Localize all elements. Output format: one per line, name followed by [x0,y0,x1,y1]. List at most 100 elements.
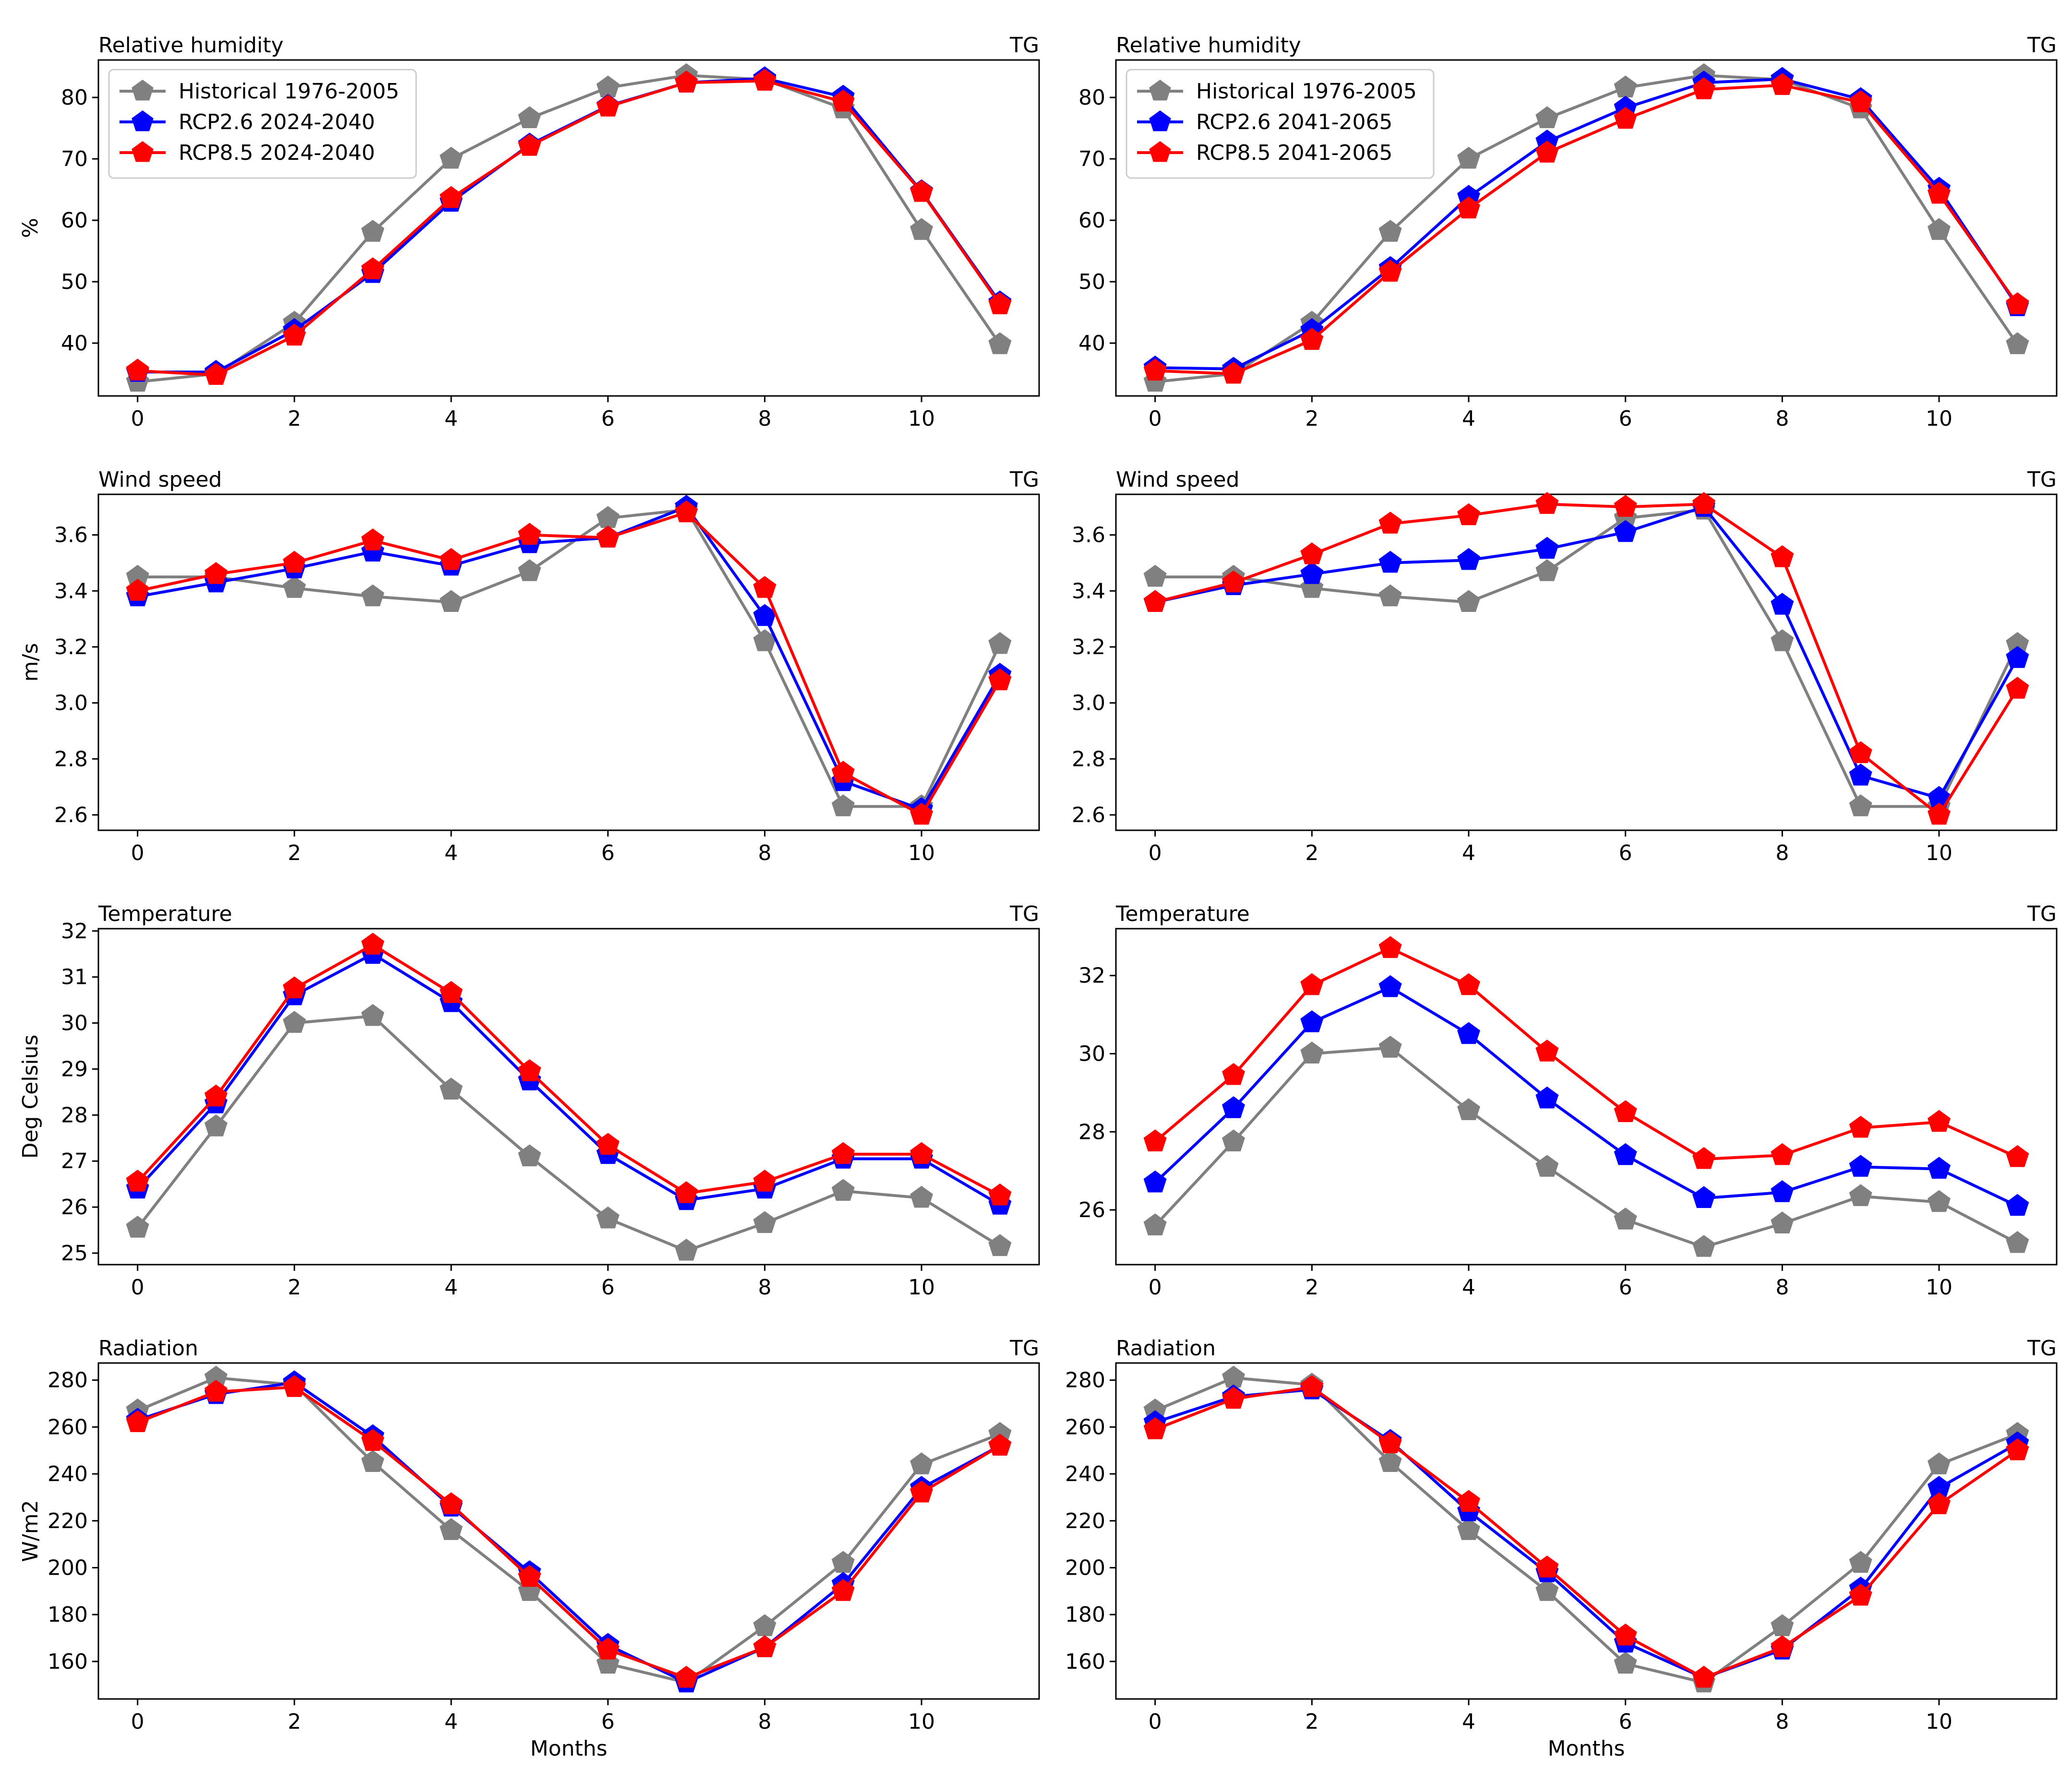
data-point [440,1077,463,1100]
series-line [137,1376,1001,1684]
series-rcp2-6-2041-2065 [1143,495,2029,808]
subplot-6: 0 2 4 6 8 10 26 28 30 32 Temperature TG [1078,902,2058,1300]
y-tick-label: 80 [61,85,88,110]
data-point [1535,106,1559,128]
data-point [675,1238,698,1261]
x-tick-label: 2 [287,841,301,865]
x-tick-label: 8 [1775,841,1789,865]
legend-label: RCP2.6 2024-2040 [179,110,375,134]
legend-marker [132,80,154,101]
data-point [1614,495,1637,517]
legend: Historical 1976-2005 RCP2.6 2041-2065 RCP8… [1126,69,1435,179]
data-point [2006,1231,2029,1253]
y-tick-label: 260 [48,1415,88,1439]
y-tick-label: 26 [61,1195,88,1220]
x-tick-label: 0 [131,1275,144,1300]
x-tick-label: 4 [444,841,458,865]
data-point [126,1170,149,1192]
data-point [1614,1100,1637,1122]
data-point [1849,1184,1872,1206]
y-tick-label: 28 [1078,1120,1105,1144]
series-rcp2-6-2024-2040 [126,1370,1012,1693]
data-point [1378,550,1402,573]
x-tick-label: 6 [601,1275,615,1300]
x-tick-label: 2 [1305,407,1318,431]
legend-box [108,69,417,179]
x-tick-label: 0 [131,1710,144,1734]
data-point [1300,328,1324,350]
data-point [1535,1579,1559,1601]
data-point [1378,1036,1402,1058]
data-point [1143,1417,1167,1439]
subplot-1: 0 2 4 6 8 10 40 50 60 70 80 Relative humidity TG% His… [18,33,1040,431]
data-point [1692,1665,1715,1688]
data-point [283,976,306,999]
data-point [1614,520,1637,542]
data-point [1457,973,1480,995]
data-point [1457,590,1480,612]
data-point [1771,545,1794,567]
series-line [137,511,1001,816]
series-line [1155,74,2019,383]
y-tick-label: 40 [61,331,88,356]
subplot-title: Wind speed [1116,467,1240,492]
data-point [518,1565,541,1587]
series-line [1154,946,2018,1161]
data-point [831,794,855,816]
y-tick-label: 3.6 [1072,523,1105,548]
x-tick-label: 10 [1926,1275,1952,1300]
data-point [2006,332,2029,354]
series-line [1154,986,2018,1208]
x-tick-label: 10 [1926,407,1952,431]
y-tick-label: 2.8 [1072,747,1105,771]
data-point [1222,1365,1245,1388]
y-tick-label: 280 [48,1368,88,1393]
data-point [204,363,228,385]
data-point [1143,1129,1167,1151]
data-point [1457,1490,1480,1512]
station-label: TG [1009,33,1039,58]
x-tick-label: 2 [1305,841,1318,865]
y-tick-label: 70 [1078,147,1105,171]
data-point [2006,1438,2029,1460]
data-point [440,548,463,570]
series-rcp8-5-2041-2065 [1143,1375,2029,1688]
y-tick-label: 160 [48,1650,88,1674]
data-point [1457,1098,1480,1120]
x-tick-label: 10 [1926,1710,1952,1734]
data-point [831,1179,855,1201]
series-rcp8-5-2024-2040 [126,500,1012,825]
axes-frame [1115,928,2058,1266]
data-point [596,1638,620,1660]
axes-frame [1115,493,2058,831]
y-tick-label: 180 [1065,1603,1105,1627]
data-point [361,1004,384,1026]
data-point [1928,1110,1951,1132]
series-historical-1976-2005 [126,1004,1012,1261]
data-point [910,1142,933,1164]
series-line [1154,502,2019,816]
y-tick-label: 3.4 [1072,579,1105,603]
data-point [1849,763,1872,786]
x-tick-label: 10 [908,1710,935,1734]
subplot-4: 0 2 4 6 8 10 2.6 2.8 3.0 3.2 3.4 3.6 Wind speed TG [1072,467,2058,865]
data-point [831,761,855,783]
data-point [1535,1155,1559,1177]
data-point [1928,218,1951,240]
subplot-5: 0 2 4 6 8 10 25 26 27 28 29 30 31 32 Temperature TG Deg … [18,902,1040,1300]
data-point [283,550,306,573]
data-point [1928,1190,1951,1212]
legend-marker [1149,141,1171,162]
data-point [1928,802,1951,825]
data-point [1535,537,1559,559]
x-tick-label: 4 [1462,1710,1475,1734]
data-point [1535,140,1559,163]
data-point [204,562,228,584]
data-point [1614,1651,1637,1674]
data-point [1300,1010,1324,1032]
data-point [675,71,698,93]
series-line [136,952,1001,1206]
y-tick-label: 50 [1078,270,1105,294]
x-tick-label: 4 [1462,1275,1475,1300]
data-point [2006,1194,2029,1216]
